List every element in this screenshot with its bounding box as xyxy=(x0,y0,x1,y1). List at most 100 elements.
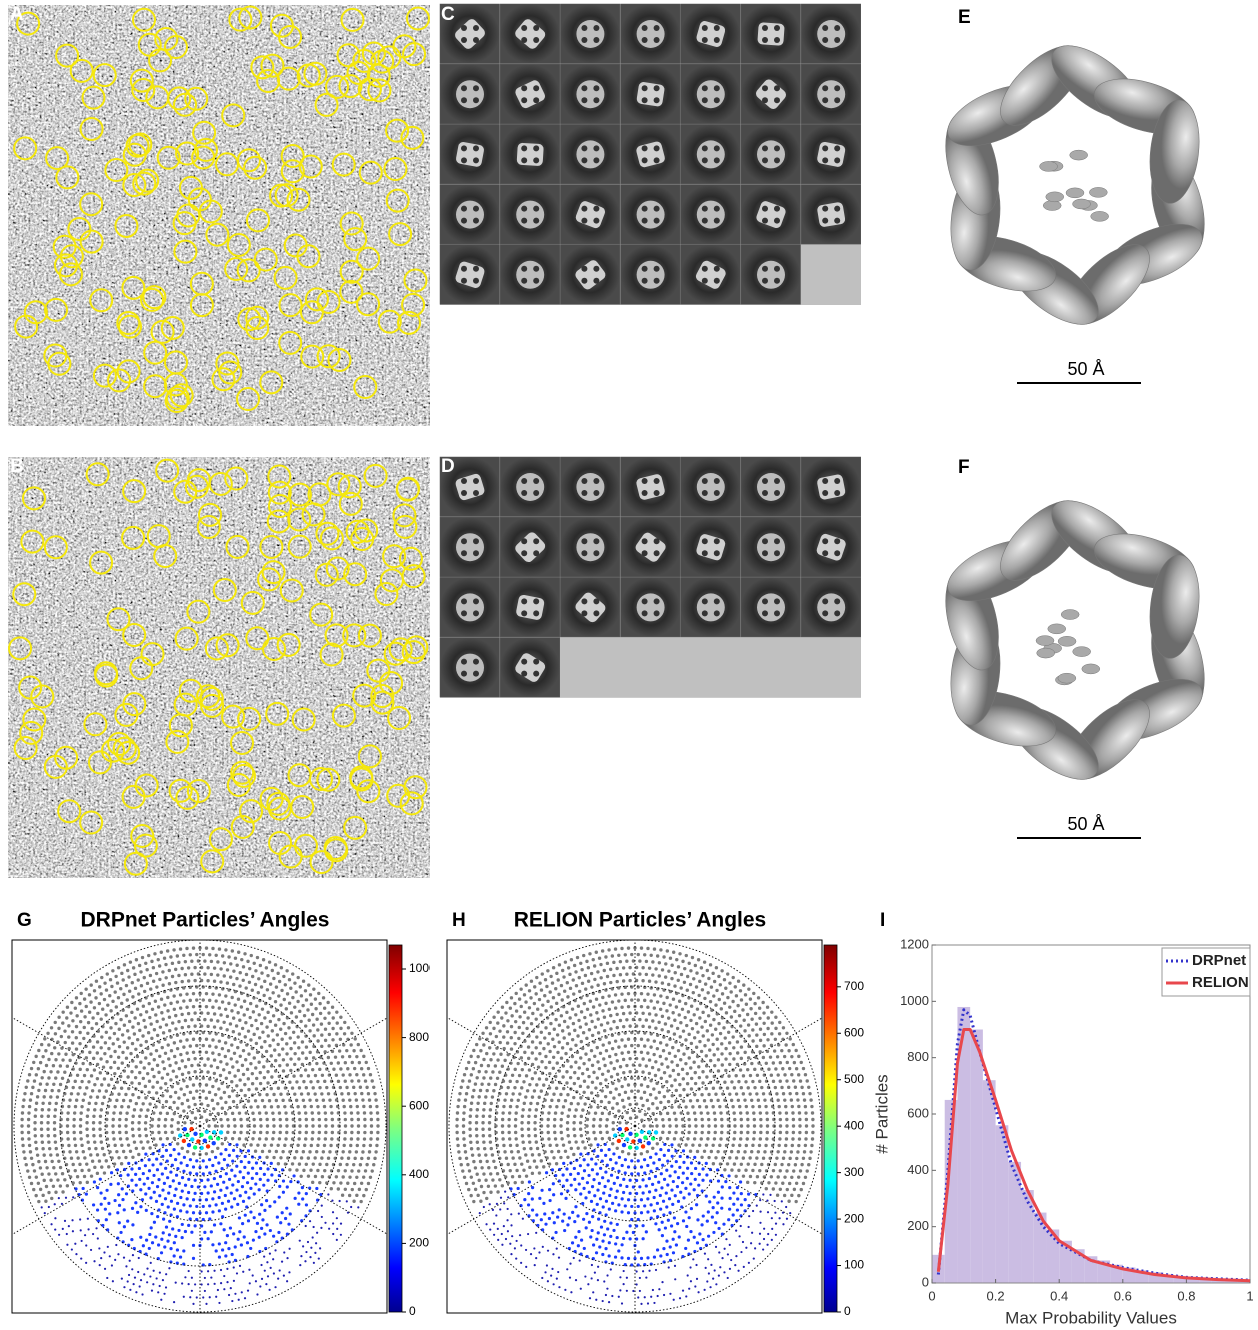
angle-dot xyxy=(604,1247,607,1250)
angle-dot xyxy=(561,1075,564,1078)
angle-dot xyxy=(268,1150,271,1153)
angle-dot xyxy=(707,1210,710,1213)
angle-dot xyxy=(122,1099,125,1102)
angle-dot xyxy=(31,1086,34,1089)
angle-dot xyxy=(675,1005,678,1008)
angle-dot xyxy=(670,1084,673,1087)
angle-dot xyxy=(212,1107,215,1110)
class-detail xyxy=(714,206,720,212)
angle-dot xyxy=(160,998,163,1001)
angle-dot xyxy=(566,1156,569,1159)
angle-dot xyxy=(227,1124,230,1127)
class-detail xyxy=(581,218,587,224)
angle-dot xyxy=(630,1172,633,1175)
angle-dot xyxy=(496,1058,499,1061)
angle-dot xyxy=(556,1061,559,1064)
angle-dot xyxy=(246,1008,249,1011)
angle-dot xyxy=(145,1134,148,1137)
angle-dot xyxy=(583,1102,586,1105)
angle-dot xyxy=(73,1137,76,1140)
angle-dot xyxy=(291,972,294,975)
angle-dot xyxy=(21,1137,24,1140)
scale-bar-label: 50 Å xyxy=(1067,814,1104,834)
angle-dot xyxy=(256,1105,259,1108)
angle-dot xyxy=(340,1223,342,1225)
angle-dot xyxy=(271,1137,274,1140)
angle-dot xyxy=(120,972,123,975)
angle-dot xyxy=(224,1101,227,1104)
angle-dot xyxy=(590,1091,593,1094)
angle-dot xyxy=(236,1046,239,1049)
angle-dot xyxy=(603,1064,606,1067)
angle-dot xyxy=(146,1047,149,1050)
angle-dot xyxy=(681,1118,684,1121)
angle-dot xyxy=(193,1103,196,1106)
angle-dot xyxy=(315,1062,318,1065)
angle-dot xyxy=(594,1272,596,1274)
angle-dot xyxy=(811,1137,814,1140)
angle-dot xyxy=(33,1169,36,1172)
angle-dot xyxy=(266,974,269,977)
angle-dot xyxy=(181,1236,184,1239)
angle-dot xyxy=(246,1118,249,1121)
angle-dot xyxy=(523,993,526,996)
angle-dot xyxy=(781,1038,784,1041)
angle-dot xyxy=(50,1089,53,1092)
class-detail xyxy=(461,37,467,43)
angle-dot xyxy=(209,1296,211,1298)
angle-dot xyxy=(577,1230,580,1233)
angle-dot xyxy=(472,1089,475,1092)
angle-dot xyxy=(239,1099,242,1102)
angle-dot xyxy=(645,1276,647,1278)
angle-dot xyxy=(105,1060,108,1063)
angle-dot xyxy=(223,1091,226,1094)
angle-dot xyxy=(301,1186,304,1189)
angle-dot xyxy=(177,974,180,977)
angle-dot xyxy=(185,1210,188,1213)
angle-dot xyxy=(137,1153,140,1156)
angle-dot xyxy=(253,1216,256,1219)
angle-dot xyxy=(145,1010,148,1013)
angle-dot xyxy=(753,1002,756,1005)
class-detail xyxy=(654,206,660,212)
angle-dot xyxy=(189,1077,192,1080)
angle-dot xyxy=(527,1115,530,1118)
angle-dot xyxy=(274,1024,277,1027)
angle-dot xyxy=(545,1156,548,1159)
angle-dot xyxy=(698,1144,701,1147)
angle-dot xyxy=(93,1260,95,1262)
angle-dot xyxy=(159,1285,161,1287)
angle-dot xyxy=(182,1079,185,1082)
angle-dot xyxy=(625,1018,628,1021)
angle-dot xyxy=(224,948,227,951)
angle-dot xyxy=(80,1111,83,1114)
angle-dot xyxy=(226,1118,229,1121)
angle-dot xyxy=(44,1089,47,1092)
angle-dot xyxy=(737,1080,740,1083)
angle-dot xyxy=(316,1050,319,1053)
angle-dot xyxy=(559,1093,562,1096)
angle-dot xyxy=(318,1068,321,1071)
angle-dot xyxy=(91,1160,94,1163)
angle-dot xyxy=(269,1229,272,1232)
angle-dot xyxy=(214,1045,217,1048)
angle-dot xyxy=(109,1026,112,1029)
angle-dot xyxy=(154,1000,157,1003)
angle-dot xyxy=(244,1021,247,1024)
angle-dot xyxy=(511,1175,514,1178)
angle-dot xyxy=(189,1296,191,1298)
angle-dot xyxy=(293,981,296,984)
angle-dot xyxy=(104,1041,107,1044)
angle-dot xyxy=(782,1157,785,1160)
angle-dot xyxy=(619,1184,622,1187)
angle-dot xyxy=(133,973,136,976)
angle-dot xyxy=(785,1079,788,1082)
class-detail xyxy=(593,610,599,616)
angle-dot xyxy=(163,1245,166,1248)
class-detail xyxy=(521,659,527,665)
angle-dot xyxy=(96,1012,99,1015)
angle-dot xyxy=(122,978,125,981)
class-detail xyxy=(642,278,648,284)
angle-dot xyxy=(657,1021,660,1024)
angle-dot xyxy=(551,1038,554,1041)
